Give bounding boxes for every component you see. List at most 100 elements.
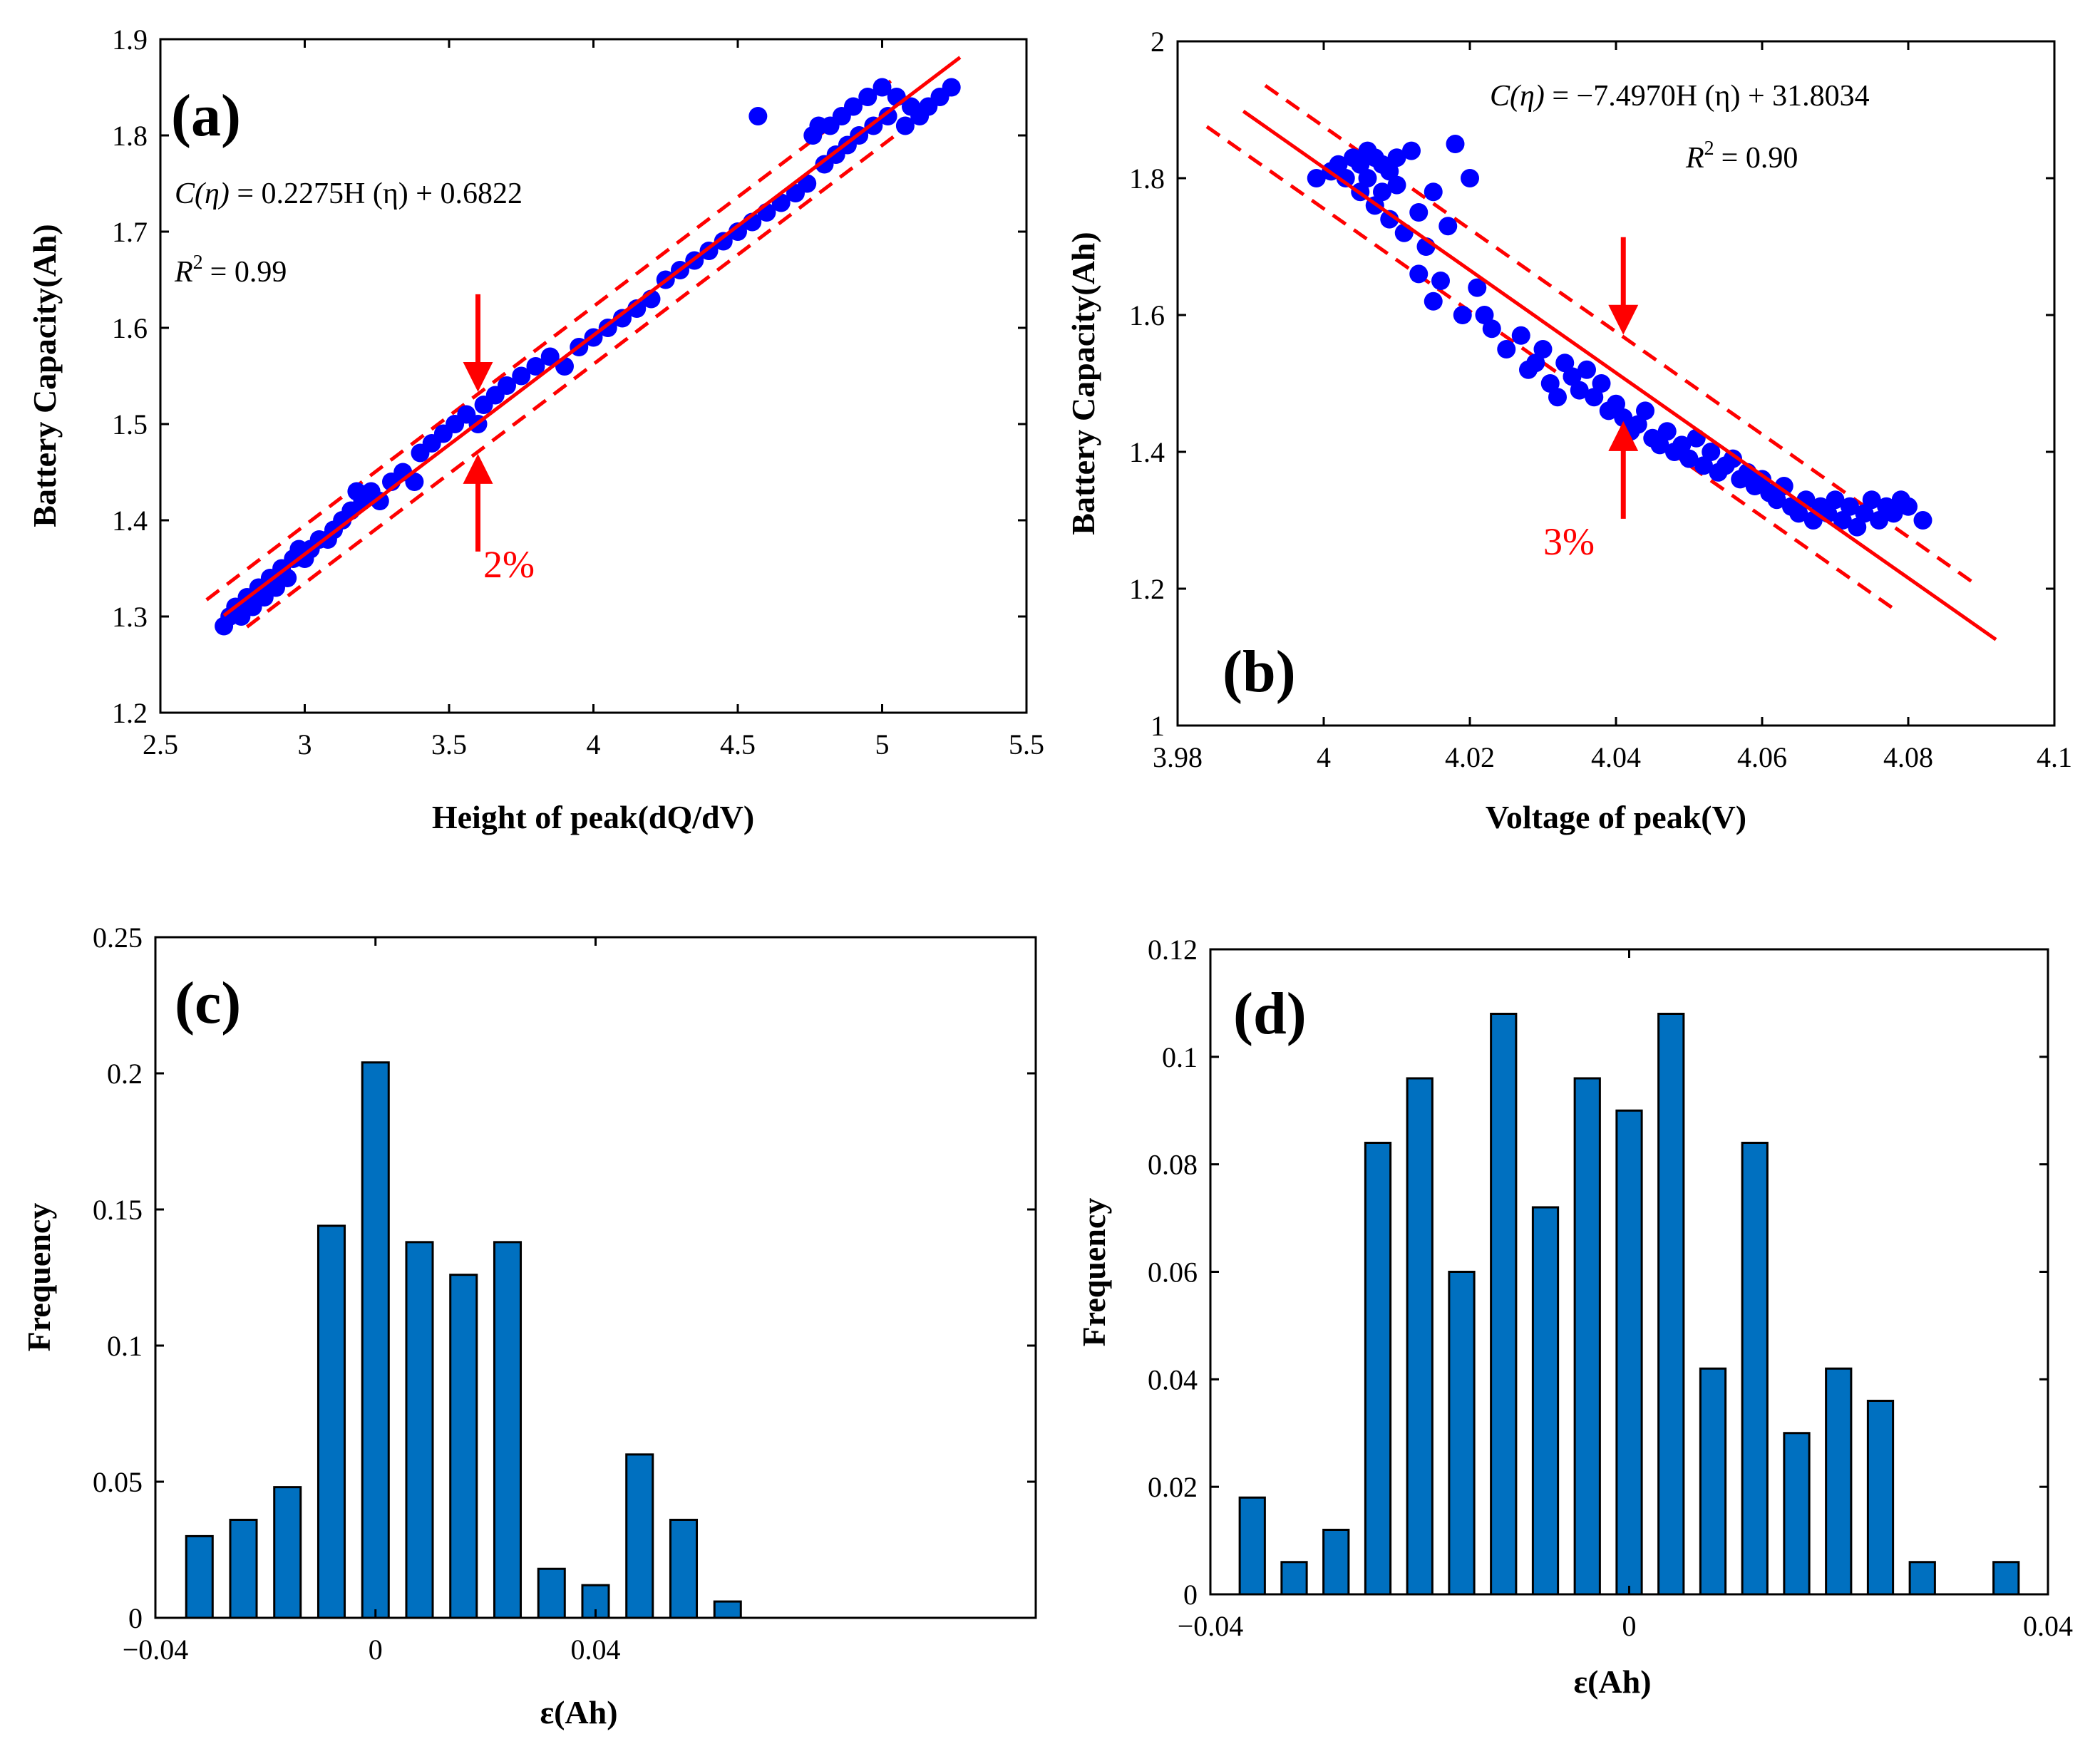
histogram-bar [1238,1496,1266,1596]
data-point [1329,155,1348,174]
data-point [1702,443,1721,461]
data-point [1373,182,1391,202]
data-point [1526,354,1545,373]
histogram-bar [1406,1077,1434,1596]
data-point [1577,360,1596,379]
data-point [873,78,892,97]
data-point [1431,272,1450,290]
x-tick-label: −0.04 [1178,1610,1244,1642]
data-point [1380,210,1399,229]
equation-lhs: C(η) [1490,80,1545,113]
x-tick-label: 4.06 [1737,741,1787,773]
data-point [1774,477,1793,495]
histogram-bar [449,1274,478,1619]
y-tick-label: 1.5 [112,408,148,440]
data-point [1563,367,1582,386]
axis-ticks: 2.5 3 3.5 4 4.5 5 5.5 1.2 1.3 1.4 1.5 1.6 1.7 1.8 1.9 [112,24,1044,760]
x-axis-label: ε(Ah) [540,1694,617,1730]
x-tick-label: 2.5 [143,728,178,760]
y-tick-label: 0.05 [93,1466,143,1498]
x-tick-label: −0.04 [123,1634,189,1666]
y-tick-label: 0 [1183,1579,1198,1611]
x-tick-label: 0.04 [2023,1610,2073,1642]
histogram-bar [1657,1013,1685,1596]
data-point [526,357,545,376]
data-point [498,376,516,395]
data-point [540,347,560,366]
r2-exponent: 2 [1704,138,1714,160]
data-point [1913,511,1932,530]
axis-ticks: 3.98 4 4.02 4.04 4.06 4.08 4.1 1 1.2 1.4 1.6 1.8 2 [1129,26,2072,773]
histogram-bar [1866,1400,1895,1596]
data-point [1438,217,1458,236]
y-tick-label: 1.4 [112,505,148,537]
y-tick-label: 1.8 [1129,162,1165,195]
data-point [370,492,389,510]
data-point [598,319,617,337]
x-tick-label: 0.04 [571,1634,621,1666]
r2-symbol: R [174,256,193,289]
chart-panel-b: 3.98 4 4.02 4.04 4.06 4.08 4.1 1 1.2 1.4 1.6 1.8 2 C… [1065,26,2072,835]
plot-frame [1176,40,2056,727]
data-point [1899,497,1918,516]
data-point [1461,169,1479,187]
equation-lhs: C(η) [175,177,230,210]
data-point [1650,435,1669,455]
chart-marks [1205,83,1997,641]
r-squared: R2 = 0.99 [174,252,287,289]
y-tick-label: 1.9 [112,24,148,56]
y-tick-label: 0.02 [1148,1471,1198,1503]
data-point [555,357,574,376]
data-point [1387,148,1406,167]
histogram-bar [1908,1561,1936,1596]
data-point [1753,470,1771,489]
x-tick-label: 3 [298,728,312,760]
data-point [1826,490,1845,510]
y-tick-label: 0.15 [93,1194,143,1226]
histogram-bar [361,1061,390,1619]
fit-line [1242,110,1997,641]
x-tick-label: 4 [587,728,601,760]
regression-equation: C(η) = −7.4970H (η) + 31.8034 [1490,80,1870,113]
x-tick-label: 4.1 [2037,741,2072,773]
y-tick-label: 0 [128,1602,143,1634]
lower-band-line [245,89,956,629]
data-point [1409,203,1429,222]
data-point [714,232,733,251]
data-point [1848,517,1867,537]
data-point [1607,394,1625,413]
data-point [1636,401,1654,420]
y-tick-label: 0.04 [1148,1363,1198,1395]
data-point [1672,435,1692,455]
data-point [1592,374,1611,393]
data-point [613,309,632,328]
y-tick-label: 0.06 [1148,1256,1198,1289]
r2-exponent: 2 [193,252,203,274]
data-point [278,569,297,587]
data-point [1862,490,1881,510]
x-axis-label: Voltage of peak(V) [1486,799,1746,835]
data-point [1841,497,1859,516]
histogram-bar [537,1567,566,1619]
x-tick-label: 5.5 [1009,728,1044,760]
equation-rhs: = −7.4970H (η) + 31.8034 [1552,80,1869,113]
histogram-bar [625,1453,654,1619]
histogram-bar [1783,1432,1811,1596]
regression-equation: C(η) = 0.2275H (η) + 0.6822 [175,177,523,210]
data-point [1555,354,1575,373]
data-point [1548,388,1567,407]
histogram-bar [669,1518,699,1619]
y-axis-label: Frequency [21,1203,57,1352]
histogram-bar [405,1241,434,1619]
x-tick-label: 3.5 [431,728,467,760]
data-point [895,116,915,135]
chart-marks [1238,1013,2020,1596]
chart-marks [185,1061,742,1619]
data-point [844,97,863,116]
data-point [1351,155,1370,174]
data-point [1468,278,1487,297]
lower-band-line [1205,125,1895,611]
x-tick-label: 4 [1317,741,1331,773]
